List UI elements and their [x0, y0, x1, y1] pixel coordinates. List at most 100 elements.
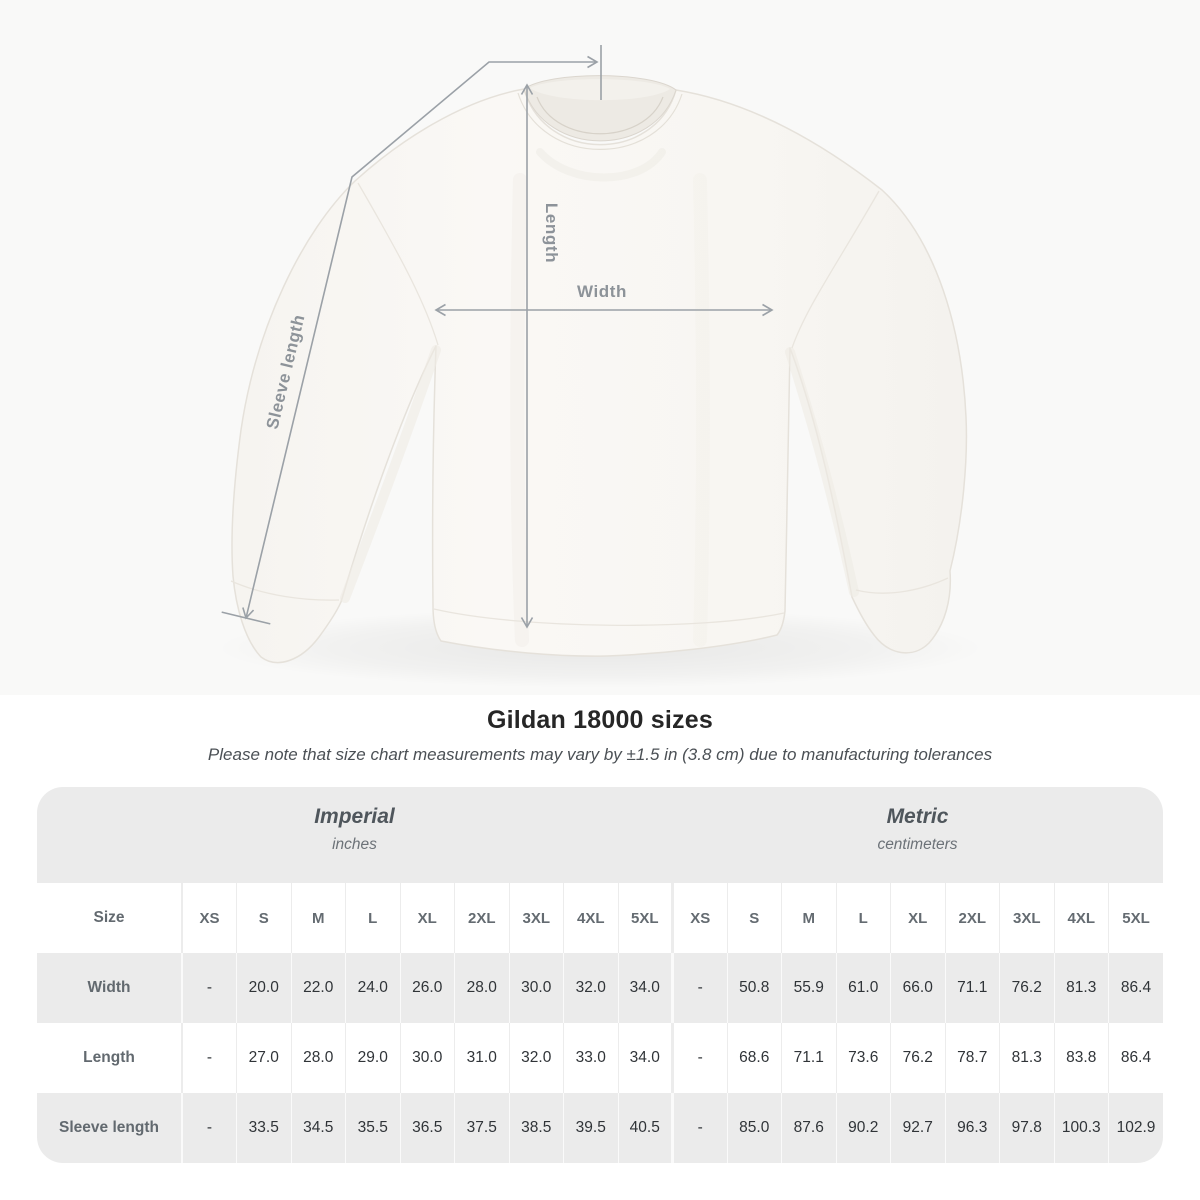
page-title: Gildan 18000 sizes — [487, 706, 713, 734]
row-label: Width — [87, 979, 131, 996]
product-photo: Width Length Sleeve length — [215, 45, 985, 688]
size-col-metric-2xl: 2XL — [944, 883, 1000, 953]
size-col-imperial-xl: XL — [399, 883, 455, 953]
size-table: Size XS S M L XL 2XL 3XL 4XL 5XL XS S M L XL 2XL 3XL 4XL 5… — [37, 883, 1163, 1163]
arrowhead-icon — [520, 617, 534, 629]
value-cell: - — [181, 953, 237, 1023]
value-cell: 55.9 — [781, 953, 836, 1023]
value-cell: 32.0 — [563, 953, 618, 1023]
unit-groups-header: Imperial inches Metric centimeters — [37, 787, 1163, 883]
metric-sublabel: centimeters — [877, 836, 958, 853]
size-header-row: Size XS S M L XL 2XL 3XL 4XL 5XL XS S M L XL 2XL 3XL 4XL 5… — [37, 883, 1163, 953]
value-cell: 76.2 — [999, 953, 1054, 1023]
value-cell: - — [181, 1023, 237, 1093]
value-cell: 24.0 — [345, 953, 400, 1023]
size-col-imperial-xs: XS — [181, 883, 237, 953]
value-cell: - — [181, 1093, 237, 1163]
arrowhead-icon — [762, 303, 774, 317]
table-row-length: Length -27.0 28.0 29.0 30.0 31.0 32.0 33.0 34.0-… — [37, 1023, 1163, 1093]
value-cell: 81.3 — [999, 1023, 1054, 1093]
value-cell: 71.1 — [781, 1023, 836, 1093]
size-col-imperial-3xl: 3XL — [508, 883, 564, 953]
arrowhead-icon — [520, 83, 534, 95]
value-cell: 20.0 — [236, 953, 291, 1023]
value-cell: 86.4 — [1108, 1023, 1163, 1093]
fabric-shading — [340, 148, 859, 647]
value-cell: 34.5 — [290, 1093, 346, 1163]
value-cell: 78.7 — [944, 1023, 1000, 1093]
arrowhead-icon — [434, 303, 446, 317]
imperial-label: Imperial — [314, 805, 395, 828]
sweatshirt-body — [231, 88, 968, 664]
sweatshirt-measurement-diagram: Width Length Sleeve length — [215, 45, 985, 688]
right-cuff-seam — [855, 577, 949, 594]
value-cell: - — [671, 1093, 727, 1163]
value-cell: 81.3 — [1053, 953, 1109, 1023]
value-cell: 35.5 — [345, 1093, 400, 1163]
value-cell: 102.9 — [1108, 1093, 1163, 1163]
value-cell: 26.0 — [399, 953, 455, 1023]
value-cell: 27.0 — [236, 1023, 291, 1093]
value-cell: 33.0 — [563, 1023, 618, 1093]
imperial-unit-header: Imperial inches — [37, 805, 672, 883]
metric-label: Metric — [886, 805, 949, 828]
value-cell: 30.0 — [508, 953, 564, 1023]
value-cell: 37.5 — [454, 1093, 509, 1163]
value-cell: 50.8 — [726, 953, 782, 1023]
value-cell: 33.5 — [236, 1093, 291, 1163]
value-cell: 85.0 — [726, 1093, 782, 1163]
arrowhead-icon — [587, 55, 599, 69]
size-col-metric-xs: XS — [671, 883, 727, 953]
size-col-metric-4xl: 4XL — [1053, 883, 1109, 953]
value-cell: 38.5 — [508, 1093, 564, 1163]
value-cell: 40.5 — [617, 1093, 673, 1163]
value-cell: 32.0 — [508, 1023, 564, 1093]
tolerance-note: Please note that size chart measurements… — [207, 745, 993, 764]
value-cell: 100.3 — [1053, 1093, 1109, 1163]
size-header-label: Size — [93, 909, 125, 926]
size-col-imperial-5xl: 5XL — [617, 883, 673, 953]
sweatshirt-illustration — [230, 75, 968, 664]
size-col-metric-l: L — [835, 883, 891, 953]
size-col-metric-5xl: 5XL — [1108, 883, 1163, 953]
collar — [517, 75, 683, 150]
size-table-card: Imperial inches Metric centimeters Size X… — [37, 787, 1163, 1163]
value-cell: 90.2 — [835, 1093, 891, 1163]
metric-unit-header: Metric centimeters — [672, 805, 1163, 883]
value-cell: 36.5 — [399, 1093, 455, 1163]
value-cell: 86.4 — [1108, 953, 1163, 1023]
value-cell: 29.0 — [345, 1023, 400, 1093]
value-cell: 28.0 — [290, 1023, 346, 1093]
value-cell: 34.0 — [617, 1023, 673, 1093]
value-cell: 39.5 — [563, 1093, 618, 1163]
imperial-sublabel: inches — [332, 836, 377, 853]
value-cell: 96.3 — [944, 1093, 1000, 1163]
size-col-metric-s: S — [726, 883, 782, 953]
size-col-imperial-m: M — [290, 883, 346, 953]
sleeve-length-line — [245, 61, 597, 619]
size-col-imperial-4xl: 4XL — [563, 883, 618, 953]
value-cell: 92.7 — [890, 1093, 945, 1163]
table-row-sleeve-length: Sleeve length -33.5 34.5 35.5 36.5 37.5 38.5 39… — [37, 1093, 1163, 1163]
value-cell: 61.0 — [835, 953, 891, 1023]
value-cell: 76.2 — [890, 1023, 945, 1093]
value-cell: 28.0 — [454, 953, 509, 1023]
table-row-width: Width -20.0 22.0 24.0 26.0 28.0 30.0 32.0 34.0-5… — [37, 953, 1163, 1023]
arrowhead-icon — [242, 607, 255, 620]
length-label: Length — [542, 203, 561, 263]
size-col-metric-3xl: 3XL — [999, 883, 1054, 953]
left-cuff-seam — [230, 580, 340, 601]
value-cell: 71.1 — [944, 953, 1000, 1023]
value-cell: 66.0 — [890, 953, 945, 1023]
value-cell: 34.0 — [617, 953, 673, 1023]
row-label: Sleeve length — [59, 1119, 159, 1136]
value-cell: 83.8 — [1053, 1023, 1109, 1093]
size-col-metric-m: M — [781, 883, 836, 953]
seams — [230, 182, 949, 626]
value-cell: 30.0 — [399, 1023, 455, 1093]
size-col-imperial-2xl: 2XL — [454, 883, 509, 953]
width-label: Width — [577, 282, 627, 301]
value-cell: 97.8 — [999, 1093, 1054, 1163]
value-cell: - — [671, 953, 727, 1023]
value-cell: 73.6 — [835, 1023, 891, 1093]
